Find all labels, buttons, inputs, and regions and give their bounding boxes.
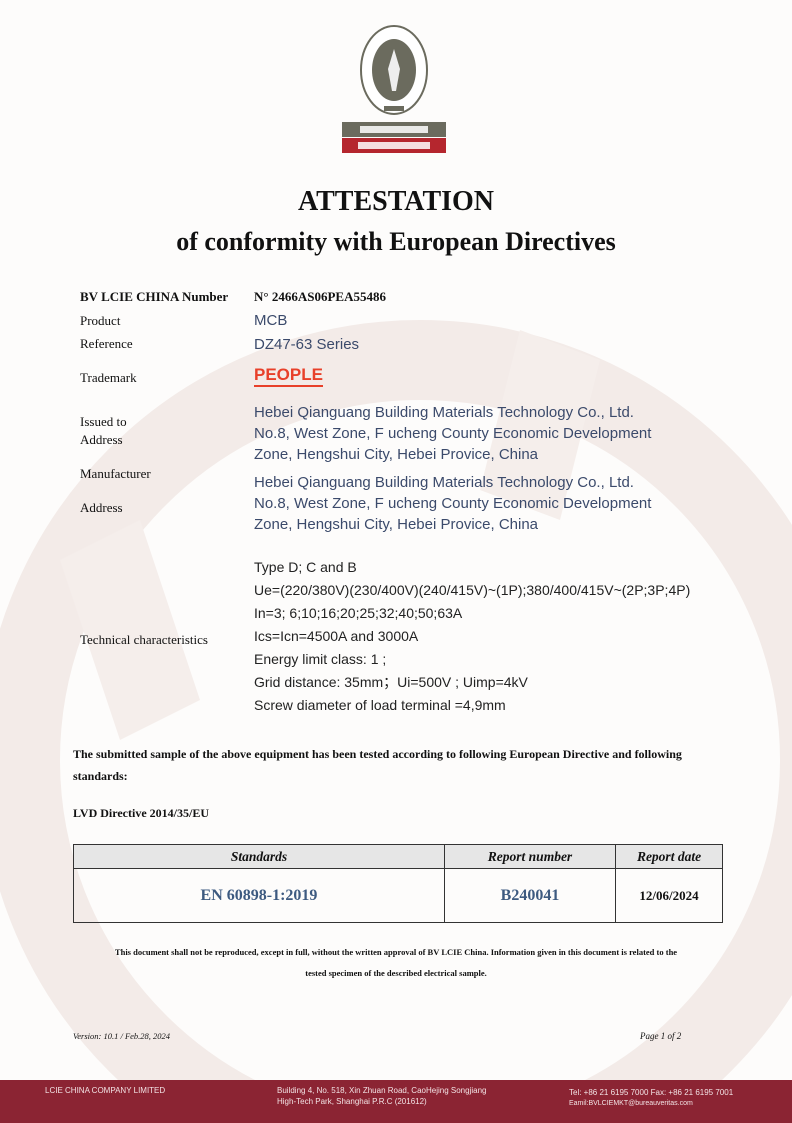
footer: LCIE CHINA COMPANY LIMITED Building 4, N… [0,1080,792,1123]
directive: LVD Directive 2014/35/EU [73,806,209,820]
issued-to-label: Issued to [80,414,127,429]
manufacturer-address-label: Address [80,500,123,515]
bureau-veritas-logo [340,24,448,156]
technical-item: Grid distance: 35mm；Ui=500V ; Uimp=4kV [254,674,528,690]
footer-company: LCIE CHINA COMPANY LIMITED [45,1086,166,1095]
technical-item: In=3; 6;10;16;20;25;32;40;50;63A [254,605,463,621]
issued-address-label: Address [80,432,123,447]
version: Version: 10.1 / Feb.28, 2024 [73,1031,171,1041]
product-label: Product [80,313,121,328]
report-number-cell: B240041 [444,868,616,923]
footer-phone: Tel: +86 21 6195 7000 Fax: +86 21 6195 7… [569,1088,734,1097]
technical-label: Technical characteristics [80,632,208,647]
manufacturer-block: Hebei Qianguang Building Materials Techn… [254,472,774,535]
header-report-date: Report date [615,844,723,869]
technical-item: Energy limit class: 1 ; [254,651,387,667]
technical-item: Screw diameter of load terminal =4,9mm [254,697,506,713]
technical-item: Ics=Icn=4500A and 3000A [254,628,419,644]
issued-address-line1: No.8, West Zone, F ucheng County Economi… [254,425,652,442]
tested-statement: The submitted sample of the above equipm… [73,747,682,783]
reference-label: Reference [80,336,133,351]
header-standards: Standards [73,844,445,869]
disclaimer-line2: tested specimen of the described electri… [305,968,487,978]
report-date-cell: 12/06/2024 [615,868,723,923]
number-label: BV LCIE CHINA Number [80,289,229,304]
issued-address-line2: Zone, Hengshui City, Hebei Provice, Chin… [254,446,539,463]
manufacturer-address-line2: Zone, Hengshui City, Hebei Provice, Chin… [254,516,539,533]
reference-value: DZ47-63 Series [254,336,360,353]
issued-name: Hebei Qianguang Building Materials Techn… [254,404,634,421]
document-subtitle: of conformity with European Directives [176,227,616,256]
page-number: Page 1 of 2 [640,1031,682,1041]
product-value: MCB [254,312,288,329]
table-row: EN 60898-1:2019 B240041 12/06/2024 [73,868,723,923]
manufacturer-label: Manufacturer [80,466,151,481]
disclaimer-line1: This document shall not be reproduced, e… [114,947,678,957]
standard-cell: EN 60898-1:2019 [73,868,445,923]
technical-list: Type D; C and B Ue=(220/380V)(230/400V)(… [254,556,774,717]
trademark-logo: PEOPLE [254,365,323,387]
header-report-number: Report number [444,844,616,869]
technical-item: Type D; C and B [254,559,357,575]
issued-to-block: Hebei Qianguang Building Materials Techn… [254,402,774,465]
standards-table: Standards Report number Report date EN 6… [73,844,723,923]
manufacturer-name: Hebei Qianguang Building Materials Techn… [254,474,634,491]
manufacturer-address-line1: No.8, West Zone, F ucheng County Economi… [254,495,652,512]
number-value: N° 2466AS06PEA55486 [254,289,386,304]
document-title: ATTESTATION [297,186,495,217]
table-header-row: Standards Report number Report date [73,844,723,869]
footer-address-line2: High-Tech Park, Shanghai P.R.C (201612) [277,1097,427,1106]
footer-email[interactable]: Eamil:BVLCIEMKT@bureauveritas.com [569,1100,693,1107]
footer-address-line1: Building 4, No. 518, Xin Zhuan Road, Cao… [277,1086,487,1095]
technical-item: Ue=(220/380V)(230/400V)(240/415V)~(1P);3… [254,582,691,598]
trademark-label: Trademark [80,370,137,385]
